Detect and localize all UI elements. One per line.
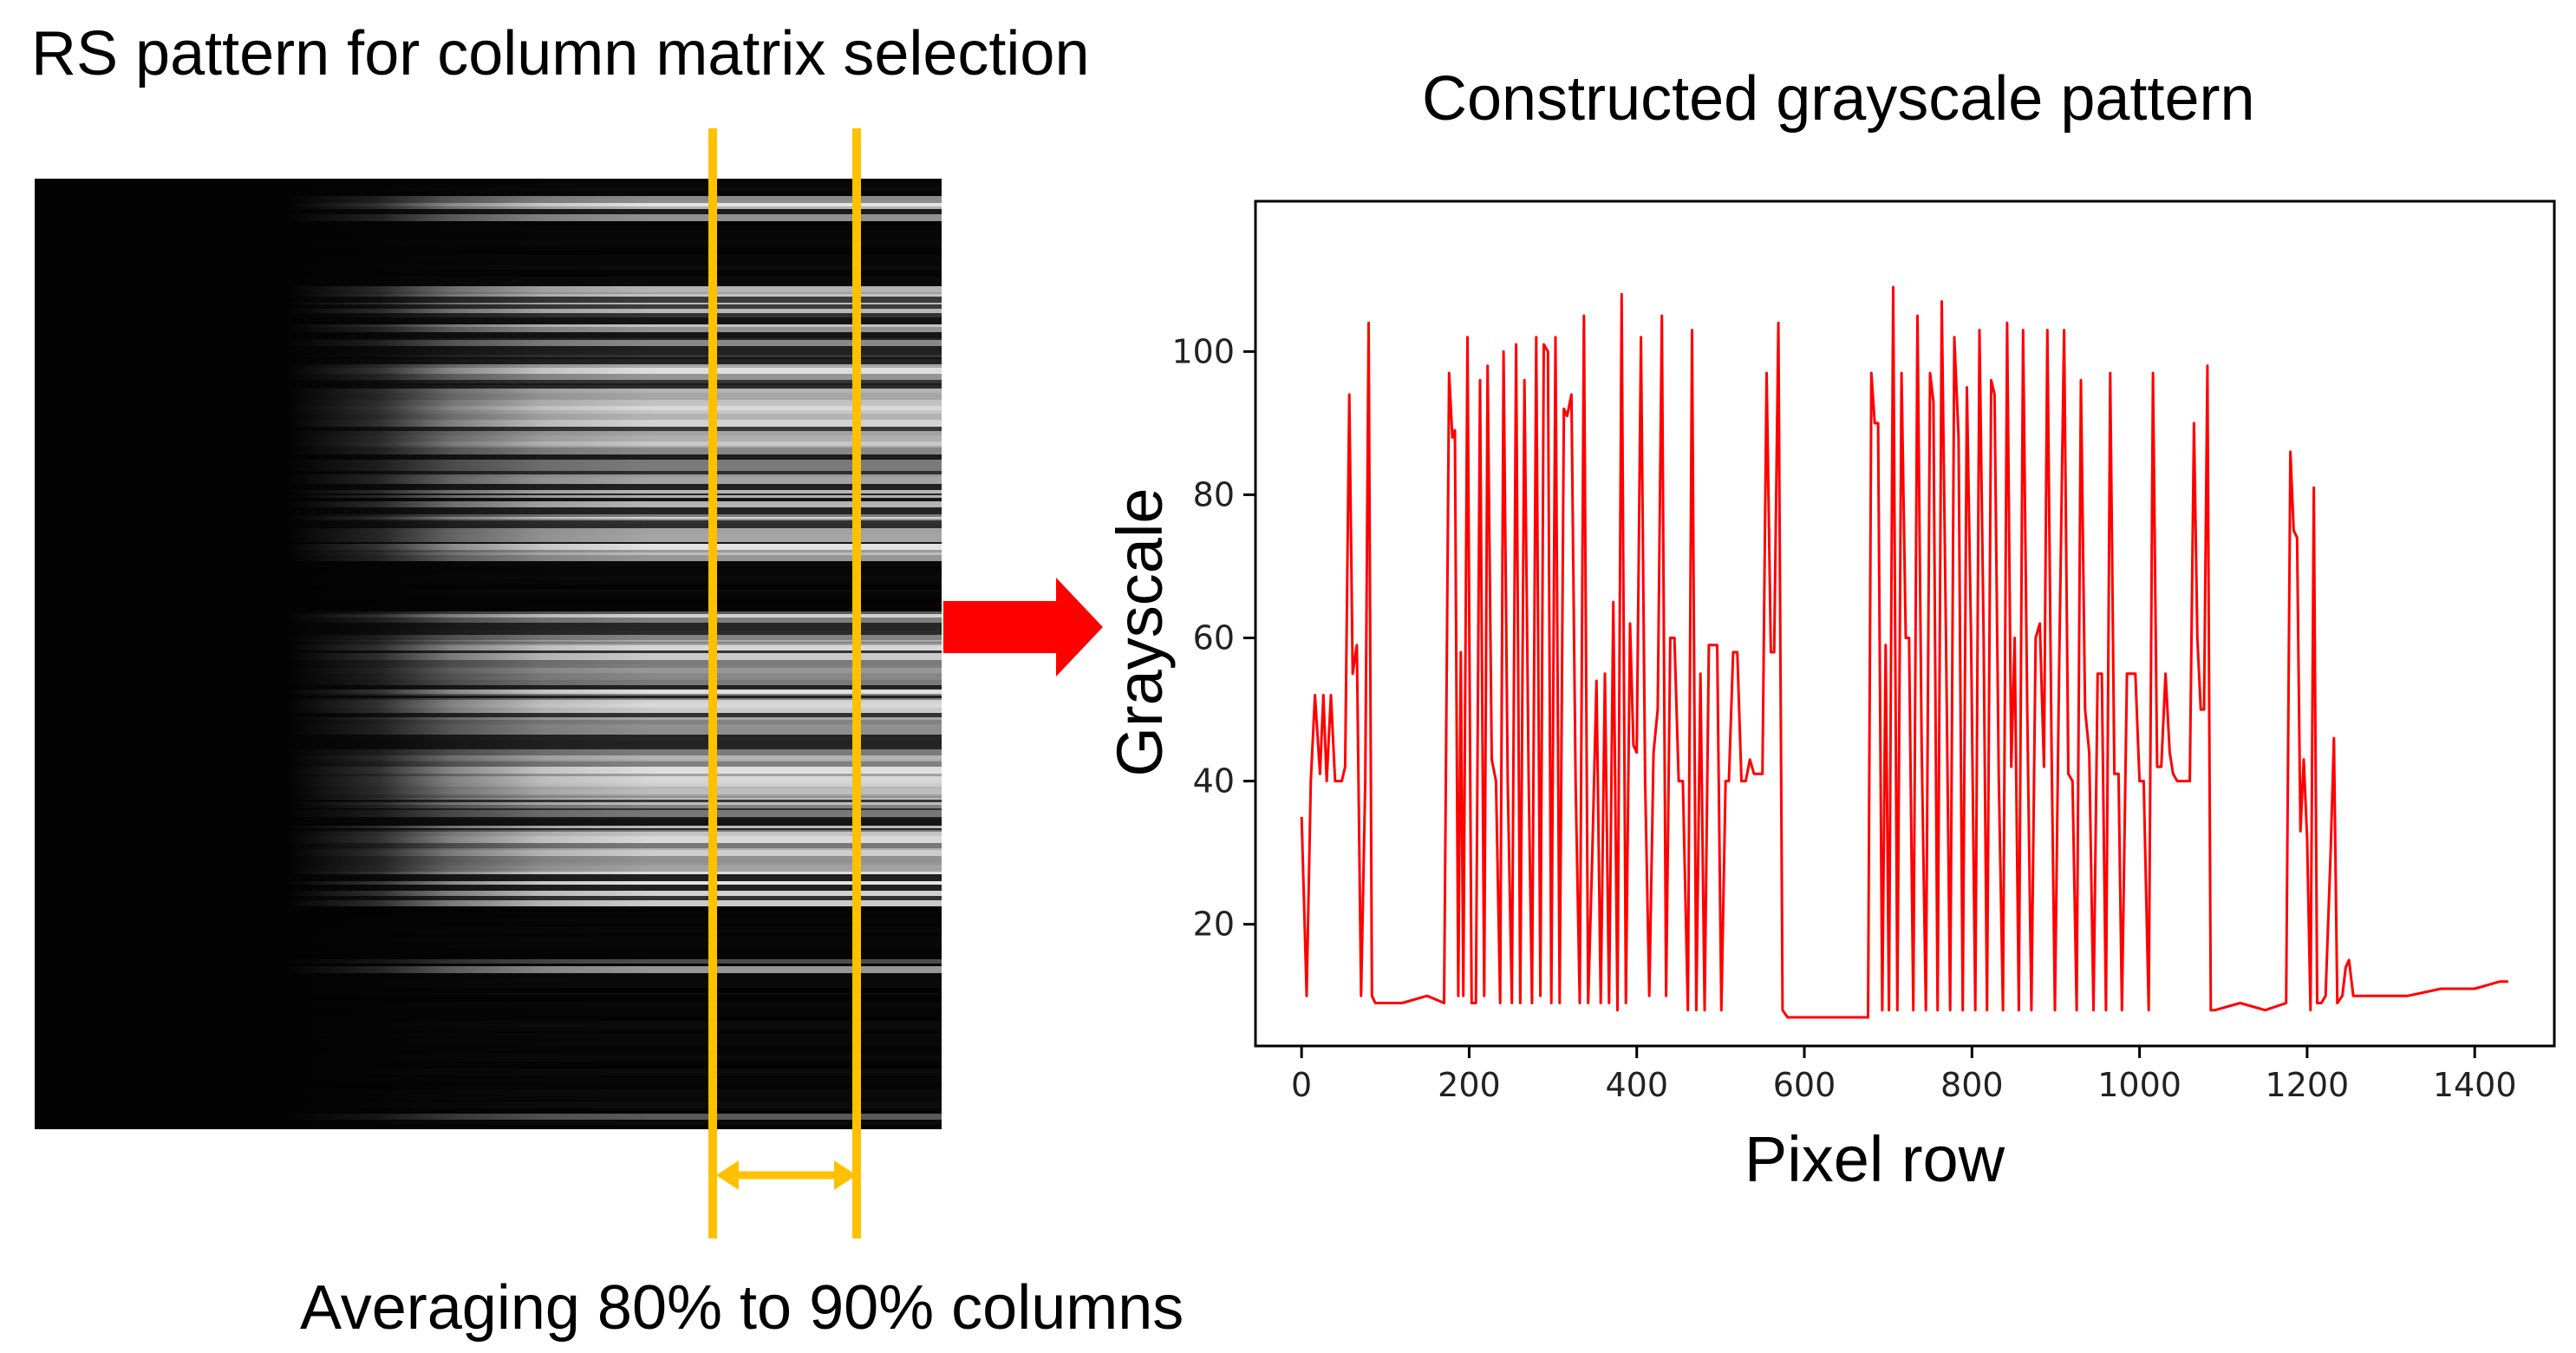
rs-left-fade	[35, 179, 942, 1129]
y-axis-label: Grayscale	[1104, 487, 1176, 776]
chart-title: Constructed grayscale pattern	[1422, 64, 2255, 134]
x-tick-label: 600	[1773, 1066, 1836, 1104]
y-tick-label: 60	[1193, 619, 1235, 657]
averaging-caption: Averaging 80% to 90% columns	[300, 1273, 1184, 1343]
selection-line-left[interactable]	[708, 128, 717, 1239]
x-axis-label: Pixel row	[1745, 1123, 2005, 1195]
series-line-grayscale	[1300, 285, 2508, 1019]
x-tick-label: 1000	[2097, 1066, 2181, 1104]
plot-frame	[1254, 199, 2556, 1048]
selection-line-right[interactable]	[852, 128, 861, 1239]
y-tick-label: 80	[1193, 475, 1235, 513]
x-tick-label: 0	[1291, 1066, 1312, 1104]
rs-pattern-image	[35, 179, 942, 1129]
rs-pattern-title: RS pattern for column matrix selection	[31, 19, 1090, 88]
x-tick-label: 200	[1438, 1066, 1501, 1104]
y-tick-label: 20	[1193, 905, 1235, 944]
y-tick-label: 40	[1193, 762, 1235, 801]
x-tick-label: 1200	[2266, 1066, 2350, 1104]
x-tick-label: 400	[1605, 1066, 1668, 1104]
y-tick-label: 100	[1171, 332, 1235, 370]
x-tick-label: 1400	[2433, 1066, 2517, 1104]
x-tick-label: 800	[1940, 1066, 2004, 1104]
